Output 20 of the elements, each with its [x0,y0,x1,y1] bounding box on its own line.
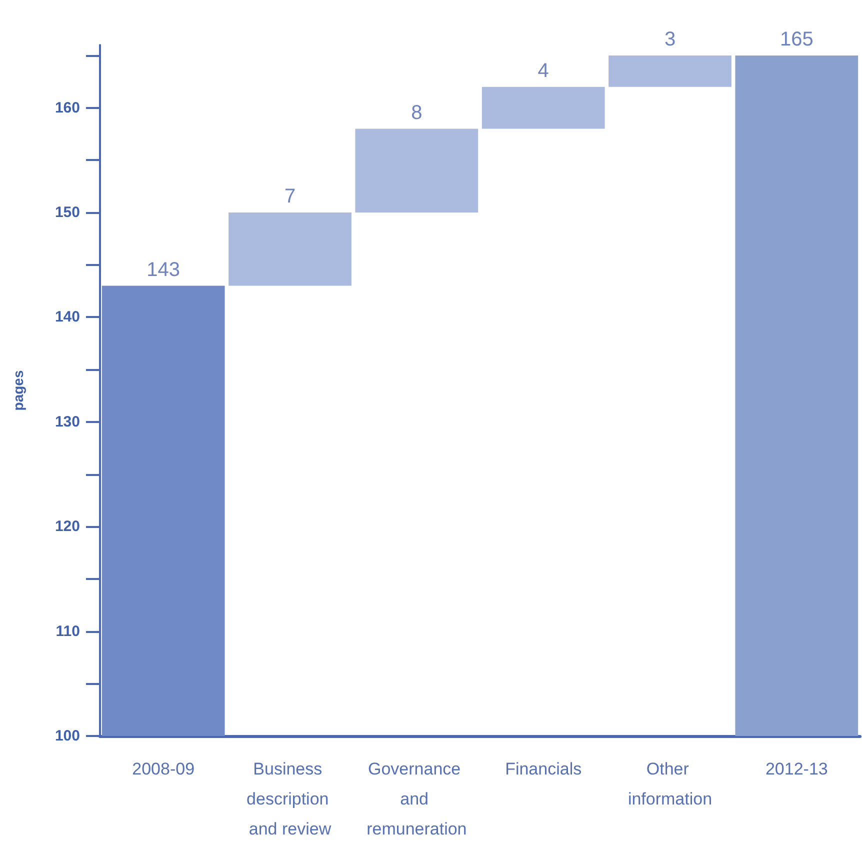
data-label: 3 [664,28,676,50]
x-tick-label: 2008-09 [132,760,195,778]
y-tick-label: 120 [54,518,80,536]
data-label: 8 [411,102,422,124]
y-tick-label: 150 [54,204,80,222]
y-tick-label: 130 [54,413,80,430]
x-tick-label: Other information [628,760,712,808]
x-tick-label: 2012-13 [765,760,828,778]
data-label: 4 [538,60,549,82]
y-tick-label: 110 [56,622,80,640]
y-tick-label: 160 [54,99,80,116]
x-tick-label: Business description and review [246,760,334,838]
x-tick-label: Financials [505,760,582,778]
y-axis-title: pages [10,370,26,411]
data-label: 143 [146,258,180,281]
y-tick-label: 100 [54,728,80,744]
x-tick-label: Governance and remuneration [366,760,467,838]
data-label: 7 [284,186,296,208]
y-tick-label: 140 [54,308,80,326]
data-label: 165 [780,28,814,50]
